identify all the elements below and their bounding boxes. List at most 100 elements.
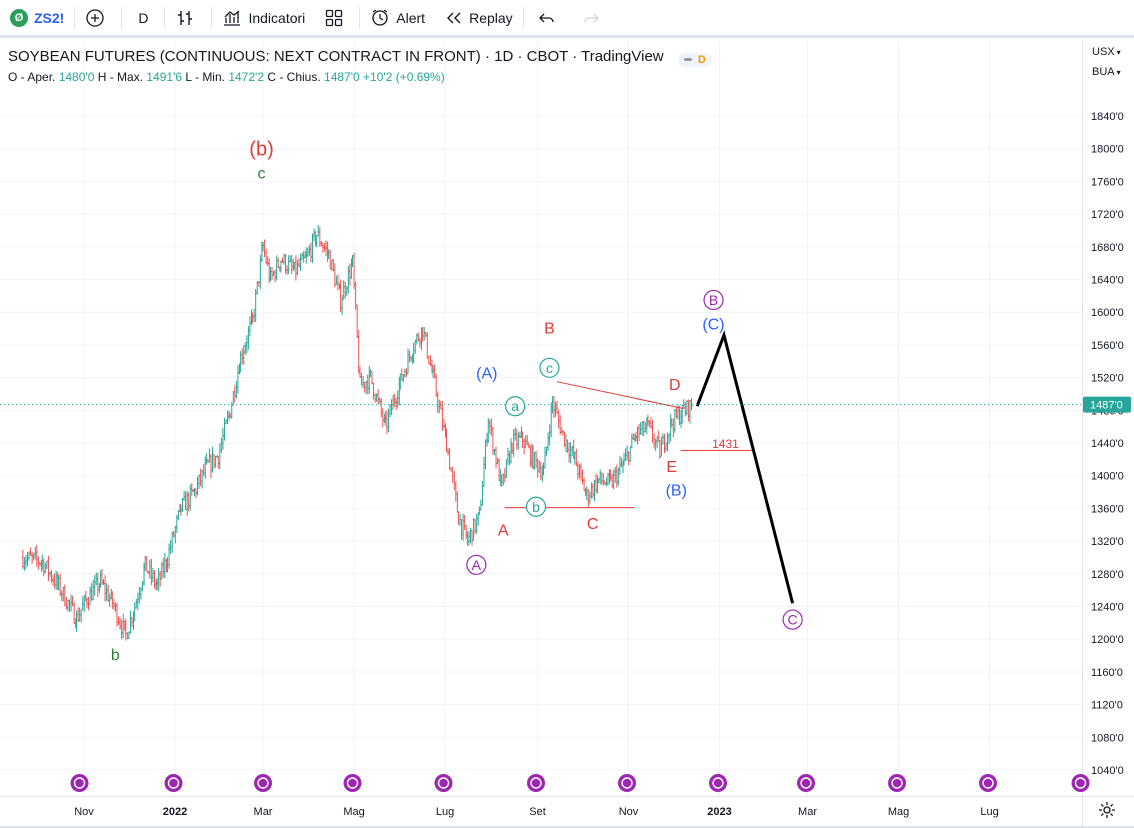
open-value: 1480'0 — [58, 70, 95, 84]
event-marker-icon[interactable] — [164, 774, 183, 792]
y-tick-label: 1760'0 — [1091, 176, 1124, 188]
y-tick-label: 1360'0 — [1091, 503, 1124, 515]
divider — [121, 6, 123, 29]
ohlc-legend: O - Aper. 1480'0 H - Max. 1491'6 L - Min… — [8, 70, 445, 84]
status-badge-label: D — [697, 53, 706, 66]
x-tick-label: Nov — [619, 806, 639, 818]
currency-selector[interactable]: USX ▾ — [1084, 46, 1134, 58]
line-triangle-upper — [556, 381, 684, 410]
event-marker-glyph — [982, 777, 994, 789]
status-badge[interactable]: D — [677, 52, 712, 67]
y-tick-label: 1320'0 — [1091, 536, 1124, 548]
unit-selector[interactable]: BUA ▾ — [1084, 66, 1134, 78]
y-tick-label: 1800'0 — [1091, 144, 1124, 156]
y-tick-label: 1680'0 — [1091, 242, 1124, 254]
close-value: 1487'0 — [324, 70, 360, 84]
event-marker-glyph — [712, 777, 724, 789]
y-tick-label: 1200'0 — [1091, 634, 1124, 646]
indicators-label: Indicatori — [248, 9, 306, 26]
replay-button[interactable]: Replay — [435, 0, 523, 37]
wave-label: a — [511, 398, 519, 414]
event-marker-icon[interactable] — [343, 774, 362, 792]
x-tick-label: Mag — [343, 806, 364, 818]
symbol-search[interactable]: Ø ZS2! — [0, 0, 74, 37]
wave-label: b — [532, 499, 540, 515]
wave-label: B — [544, 321, 555, 338]
templates-icon — [325, 9, 343, 27]
event-marker-glyph — [800, 777, 812, 789]
top-toolbar: Ø ZS2! D Indicatori Alert — [0, 0, 1134, 38]
event-marker-icon[interactable] — [618, 774, 637, 792]
legend-title: SOYBEAN FUTURES (CONTINUOUS: NEXT CONTRA… — [8, 48, 712, 67]
event-marker-glyph — [1074, 777, 1087, 789]
wave-circle — [703, 289, 724, 311]
event-marker-icon[interactable] — [70, 774, 89, 792]
high-value: 1491'6 — [146, 70, 183, 84]
indicators-button[interactable]: Indicatori — [212, 0, 315, 37]
event-marker-icon[interactable] — [797, 774, 816, 792]
wave-circle — [466, 554, 487, 575]
status-dot-icon — [683, 58, 692, 61]
y-tick-label: 1440'0 — [1091, 438, 1124, 450]
y-tick-label: 1640'0 — [1091, 275, 1124, 287]
gear-icon[interactable] — [1097, 800, 1117, 820]
event-marker-glyph — [346, 777, 359, 789]
interval-button[interactable]: D — [122, 0, 164, 37]
event-marker-glyph — [891, 777, 903, 789]
wave-label: (b) — [249, 139, 273, 161]
symbol-label: ZS2! — [34, 9, 65, 26]
event-marker-glyph — [167, 777, 180, 789]
event-marker-icon[interactable] — [1071, 774, 1090, 792]
wave-label: C — [788, 612, 798, 628]
symbol-logo-icon: Ø — [10, 8, 28, 27]
event-marker-icon[interactable] — [709, 774, 728, 792]
event-marker-icon[interactable] — [979, 774, 998, 792]
divider — [74, 6, 76, 29]
wave-circle — [539, 357, 560, 378]
add-symbol-icon — [85, 8, 105, 28]
change-value: +10'2 (+0.69%) — [363, 70, 445, 84]
event-marker-icon[interactable] — [434, 774, 453, 792]
price-chart[interactable]: 1840'0 1800'0 1760'0 1720'0 1680'0 1640'0 1600… — [0, 41, 1134, 828]
x-tick-label: Mar — [798, 806, 817, 818]
add-symbol-button[interactable] — [75, 0, 121, 37]
event-marker-icon[interactable] — [888, 774, 907, 792]
redo-button[interactable] — [576, 0, 612, 37]
chart-style-button[interactable] — [165, 0, 211, 37]
last-price-label: 1487'0 — [1090, 400, 1123, 412]
y-tick-label: 1720'0 — [1091, 209, 1124, 221]
wave-label: B — [709, 292, 718, 308]
y-tick-label: 1600'0 — [1091, 307, 1124, 319]
high-label: H - Max. — [97, 70, 144, 84]
last-price-badge — [1083, 396, 1131, 413]
wave-label: b — [111, 647, 120, 664]
y-tick-label: 1400'0 — [1091, 471, 1124, 483]
wave-label: C — [587, 516, 599, 533]
wave-label: A — [498, 523, 509, 540]
templates-button[interactable] — [315, 0, 359, 37]
currency-label: USX — [1092, 46, 1115, 58]
wave-circle — [525, 496, 547, 517]
divider — [164, 6, 166, 29]
event-marker-icon[interactable] — [254, 774, 273, 792]
y-tick-label: 1160'0 — [1091, 667, 1123, 679]
wave-label: (A) — [476, 366, 497, 383]
wave-circle — [782, 609, 803, 630]
chart-title: SOYBEAN FUTURES (CONTINUOUS: NEXT CONTRA… — [8, 48, 664, 65]
wave-label: E — [666, 459, 677, 476]
alert-label: Alert — [396, 9, 426, 26]
indicators-icon — [222, 8, 242, 28]
wave-label: D — [669, 377, 681, 394]
x-tick-label: 2023 — [707, 806, 731, 818]
wave-label: c — [258, 165, 266, 182]
level-label: 1431 — [712, 437, 739, 451]
event-marker-icon[interactable] — [527, 774, 546, 792]
undo-button[interactable] — [524, 0, 576, 37]
bottom-border — [0, 826, 1134, 828]
alert-button[interactable]: Alert — [360, 0, 435, 37]
unit-label: BUA — [1092, 66, 1115, 78]
y-tick-label: 1520'0 — [1091, 373, 1124, 385]
wave-label: (C) — [702, 317, 724, 334]
chevron-down-icon: ▾ — [1116, 68, 1121, 77]
x-tick-label: Lug — [980, 806, 998, 818]
